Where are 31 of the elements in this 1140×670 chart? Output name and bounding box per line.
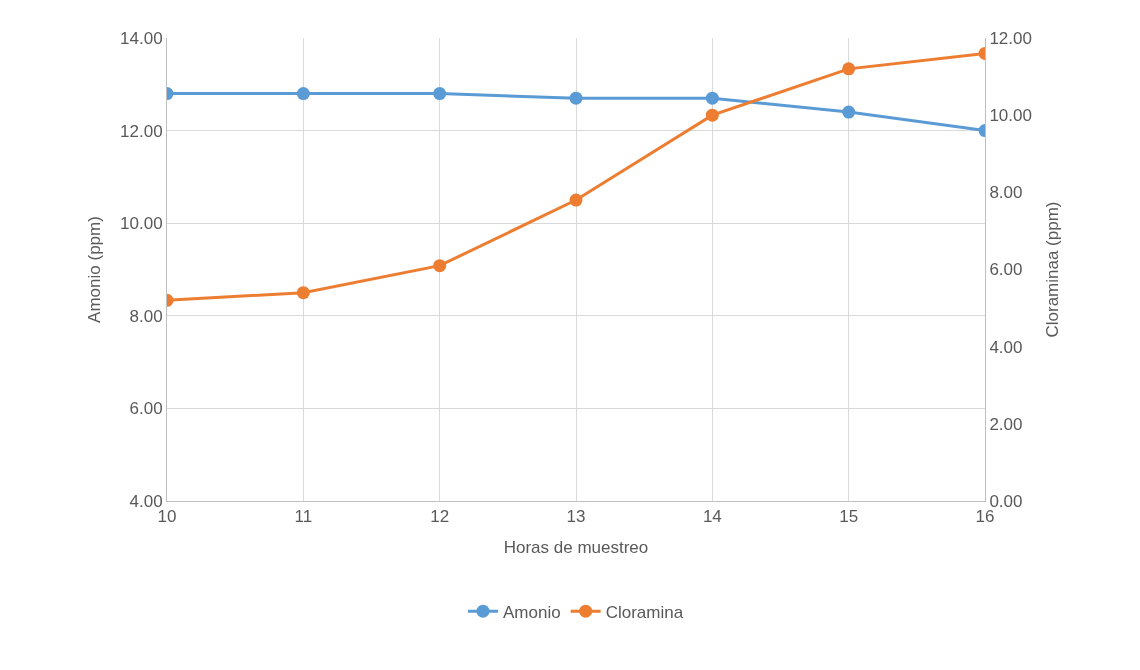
x-tick-label: 14 (702, 507, 722, 527)
y2-tick-label: 10.00 (989, 106, 1032, 126)
y2-tick-label: 2.00 (989, 414, 1023, 434)
point (842, 62, 856, 76)
point (569, 91, 583, 105)
y-tick-label: 6.00 (129, 399, 163, 419)
legend-label: Amonio (503, 602, 561, 622)
point (705, 91, 719, 105)
x-axis-title: Horas de muestreo (503, 537, 649, 557)
point (705, 108, 719, 122)
y2-tick-label: 6.00 (989, 260, 1023, 280)
y2-tick-label: 4.00 (989, 337, 1023, 357)
y-axis-title: Amonio (ppm) (84, 216, 104, 323)
y-tick-label: 14.00 (120, 28, 163, 48)
x-tick-label: 13 (566, 507, 586, 527)
y2-axis-title: Cloraminaa (ppm) (1043, 201, 1063, 338)
point (433, 87, 447, 101)
x-tick-label: 15 (839, 507, 859, 527)
y-tick-label: 8.00 (129, 306, 163, 326)
x-tick-label: 11 (294, 507, 313, 527)
legend-label: Cloramina (605, 602, 684, 622)
point (842, 105, 856, 119)
y-tick-label: 10.00 (120, 214, 163, 234)
point (296, 286, 310, 300)
point (433, 259, 447, 273)
y-tick-label: 12.00 (120, 121, 163, 141)
point (569, 193, 583, 207)
point (296, 87, 310, 101)
y2-tick-label: 8.00 (989, 183, 1023, 203)
y2-tick-label: 12.00 (989, 28, 1032, 48)
x-tick-label: 12 (430, 507, 450, 527)
